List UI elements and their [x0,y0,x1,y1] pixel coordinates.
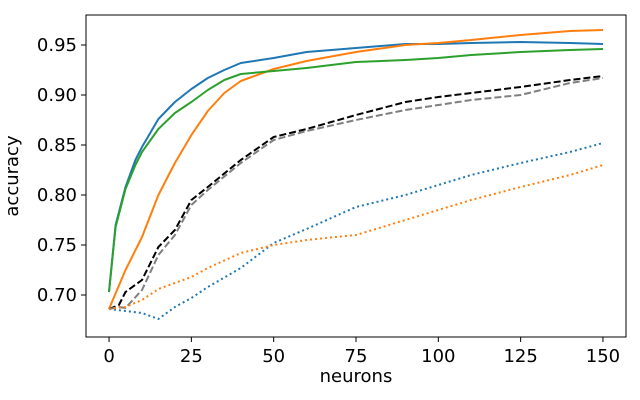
series-line-5 [108,77,604,310]
series-line-7 [108,164,604,310]
series-line-3 [108,48,604,293]
y-tick-label: 0.75 [37,235,77,256]
x-tick-label: 25 [180,346,203,367]
y-tick-label: 0.90 [37,85,77,106]
y-tick-label: 0.80 [37,185,77,206]
y-tick-label: 0.95 [37,35,77,56]
axes-frame [85,14,627,338]
x-axis: 0 25 50 75 100 125 150 [103,337,620,367]
x-tick-label: 125 [503,346,537,367]
series-line-2 [108,29,604,310]
x-tick-label: 100 [421,346,455,367]
y-tick-label: 0.70 [37,285,77,306]
x-tick-label: 0 [103,346,114,367]
y-axis-label: accuracy [2,135,23,217]
y-axis: 0.70 0.75 0.80 0.85 0.90 0.95 [37,35,86,306]
series-line-4 [108,75,604,310]
plot-area [108,29,604,320]
series-line-6 [108,142,604,320]
x-axis-label: neurons [320,366,393,387]
series-line-1 [108,41,604,293]
x-tick-label: 150 [586,346,620,367]
x-tick-label: 50 [262,346,285,367]
y-tick-label: 0.85 [37,135,77,156]
x-tick-label: 75 [345,346,368,367]
